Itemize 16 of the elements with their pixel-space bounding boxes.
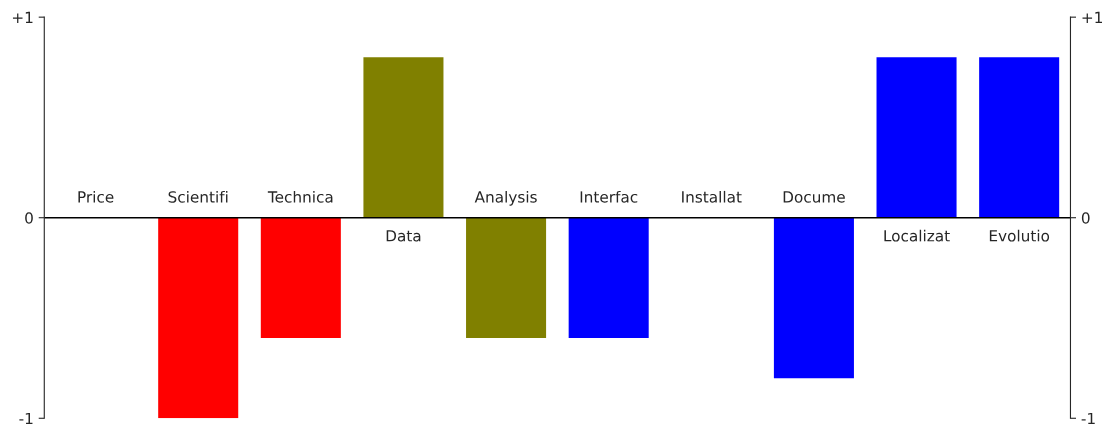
x-tick-label: Interfac	[580, 190, 638, 203]
x-tick-label: Technica	[267, 190, 333, 203]
x-tick-label: Analysis	[474, 190, 537, 206]
x-tick-label: Evolutio	[989, 229, 1050, 242]
y2-tick-label: +1	[1082, 11, 1102, 23]
x-tick-label: Localizat	[884, 229, 950, 242]
x-tick-label: Price	[78, 190, 114, 203]
y2-tick-label: -1	[1081, 412, 1095, 425]
x-tick-label: Installat	[682, 190, 742, 203]
x-tick-label: Data	[386, 230, 421, 242]
y-tick-label: +1	[12, 11, 33, 23]
y-tick-label: -1	[19, 412, 33, 425]
y-tick-label: 0	[25, 212, 33, 224]
x-tick-label: Scientifi	[168, 190, 228, 203]
x-tick-label: Docume	[783, 191, 845, 203]
y2-tick-label: 0	[1081, 212, 1090, 224]
